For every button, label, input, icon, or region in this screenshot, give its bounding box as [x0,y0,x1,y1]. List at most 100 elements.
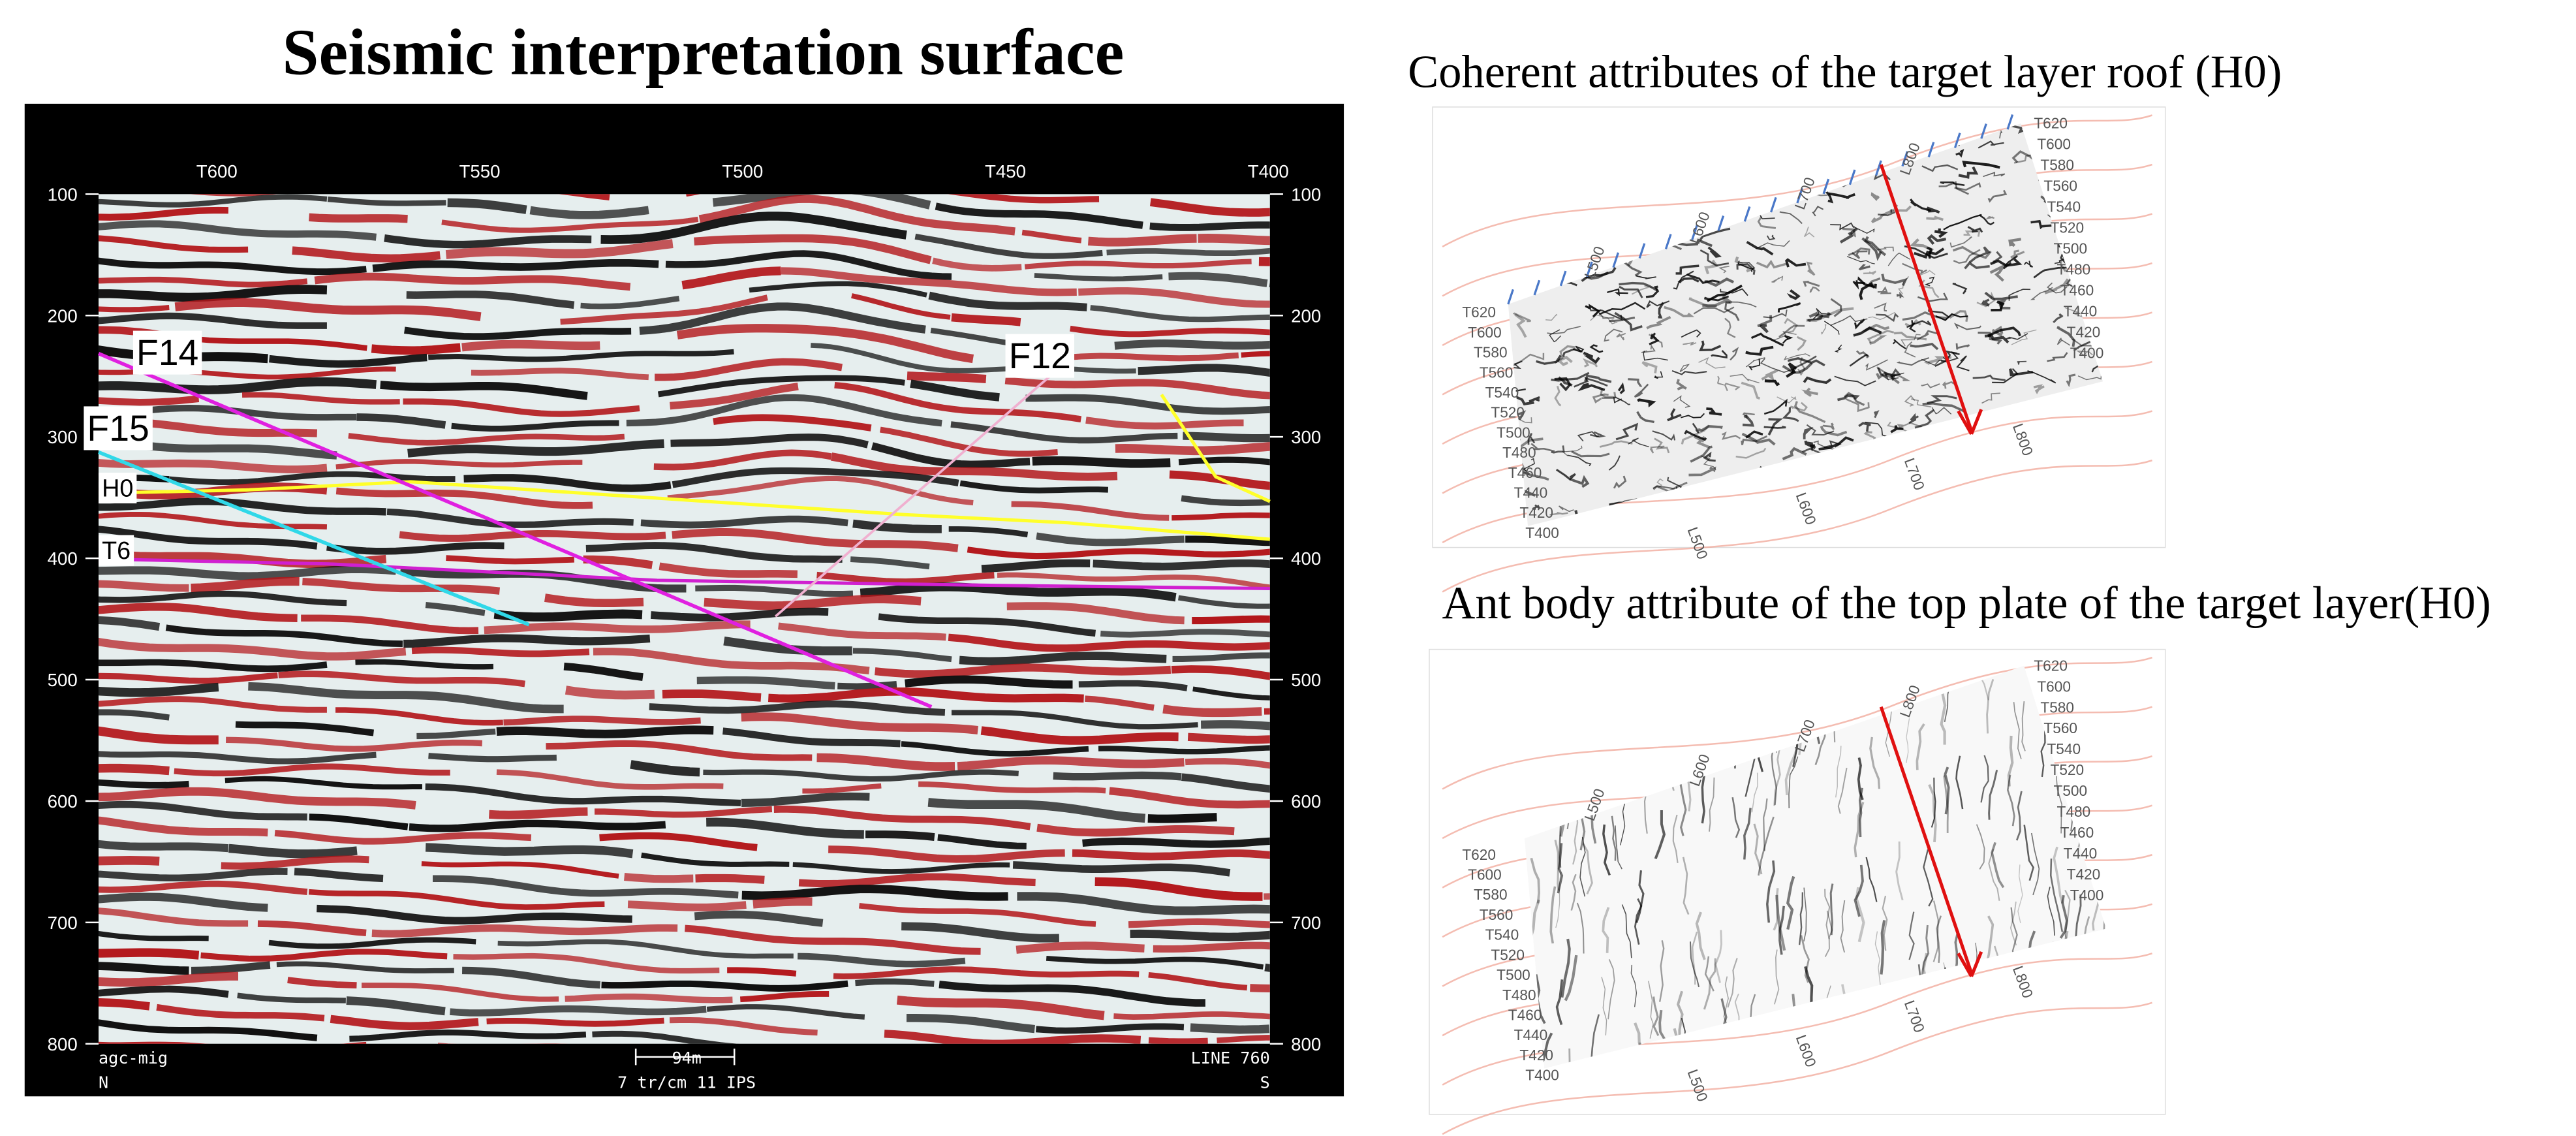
seismic-event [441,216,699,233]
seismic-event [99,672,278,684]
attribute-stroke [1636,275,1656,279]
attribute-stroke [1834,344,1842,353]
survey-tick [1586,261,1593,277]
attribute-stroke [2064,307,2083,318]
attribute-stroke [1512,353,1545,368]
seismic-event [276,961,454,973]
attribute-stroke [1927,395,1957,404]
attribute-stroke [1513,312,1531,323]
seismic-event [1078,287,1270,308]
footer-text: 94m [672,1049,701,1067]
seismic-event [662,689,762,702]
attribute-stroke [1658,302,1664,319]
attribute-stroke [1676,379,1687,390]
attribute-stroke [1985,215,1994,220]
attribute-stroke [1681,329,1701,338]
survey-tick [1664,234,1672,249]
label-box [1005,334,1075,378]
seismic-event [834,381,1082,423]
seismic-event [191,576,300,593]
grid-label: T420 [2067,866,2101,883]
contour [1442,656,2152,790]
attribute-stroke [1863,323,1890,333]
seismic-event [901,922,1059,943]
seismic-event [99,930,209,941]
attribute-stroke [1855,887,1865,943]
seismic-event [1187,733,1270,744]
seismic-event [349,1029,587,1042]
depth-label: 100 [48,184,78,204]
attribute-stroke [1551,445,1565,454]
depth-label: 700 [1291,913,1321,933]
attribute-stroke [1869,736,1881,789]
attribute-stroke [1824,910,1833,957]
seismic-event [959,480,1109,494]
attribute-stroke [1582,358,1598,368]
interpretation-label: T6 [102,537,131,564]
attribute-stroke [1756,240,1790,249]
attribute-stroke [2049,859,2064,932]
seismic-event [1190,1023,1270,1034]
seismic-event [409,819,666,832]
attribute-stroke [2075,350,2093,356]
attribute-stroke [1936,915,1942,963]
attribute-stroke [1955,149,1964,158]
attribute-stroke [1646,315,1671,330]
attribute-stroke [1854,319,1865,330]
seismic-event [471,368,649,381]
seismic-event [905,675,1073,689]
attribute-stroke [1992,368,2019,384]
attribute-stroke [1708,777,1715,832]
attribute-stroke [1904,341,1916,358]
attribute-stroke [2044,278,2069,294]
attribute-stroke [2007,735,2014,787]
seismic-event [99,892,268,912]
attribute-stroke [1704,295,1730,302]
attribute-stroke [1667,408,1682,422]
interpretation-line [1160,394,1271,503]
contour [1442,459,2152,593]
seismic-event [346,996,446,1016]
seismic-event [659,562,798,578]
attribute-stroke [2021,701,2026,751]
depth-label: 600 [48,791,78,812]
depth-label: 400 [1291,548,1321,569]
seismic-event [781,267,1077,296]
attribute-stroke [1910,238,1934,257]
seismic-event [935,202,1143,229]
seismic-event [529,206,649,219]
seismic-event [99,526,318,550]
seismic-event [626,394,942,427]
attribute-stroke [1718,266,1730,274]
grid-label: T520 [2050,219,2084,236]
seismic-event [1085,417,1244,430]
seismic-event [99,497,386,516]
attribute-stroke [1943,213,1982,230]
seismic-event [1149,198,1270,217]
attribute-stroke [1607,959,1615,1020]
depth-label: 500 [1291,670,1321,690]
seismic-event [722,727,901,748]
seismic-event [1128,918,1270,928]
attribute-stroke [1876,312,1899,323]
attribute-stroke [1559,505,1574,513]
seismic-event [918,781,1106,794]
attribute-stroke [1607,288,1628,296]
seismic-event [753,897,813,909]
attribute-stroke [1868,277,1881,289]
attribute-stroke [1786,876,1795,930]
attribute-stroke [1803,281,1820,287]
seismic-event [1192,615,1270,625]
attribute-stroke [1576,902,1585,954]
survey-tick [1638,243,1646,259]
attribute-stroke [1763,309,1788,319]
attribute-stroke [1532,504,1540,510]
seismic-event [274,830,532,845]
attribute-stroke [1530,857,1540,904]
attribute-stroke [1877,286,1891,294]
attribute-stroke [1865,421,1891,438]
seismic-event [99,787,416,810]
seismic-event [739,991,830,1003]
seismic-event [241,392,400,405]
seismic-event [99,962,189,975]
